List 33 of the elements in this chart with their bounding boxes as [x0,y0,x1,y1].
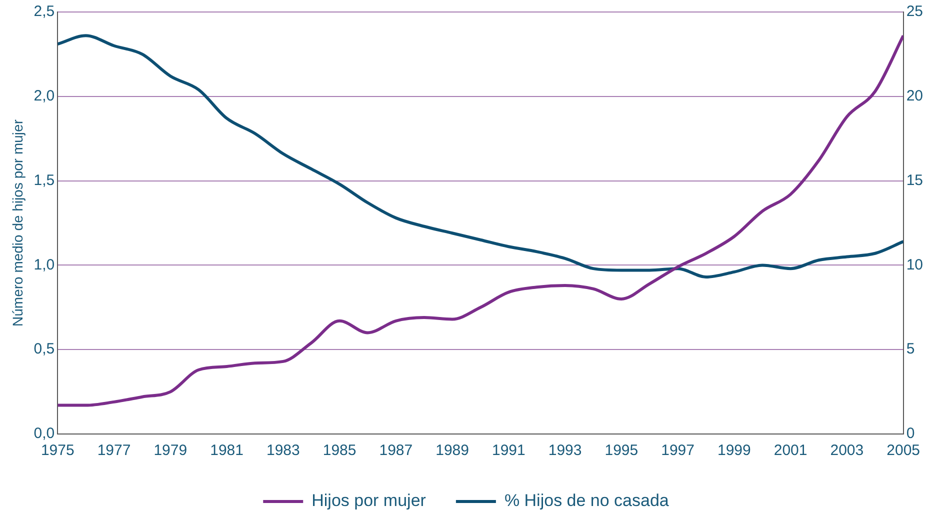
y-tick-label: 1,5 [34,172,55,189]
x-tick-label: 1993 [548,442,582,460]
x-tick-label: 1979 [154,442,188,460]
legend-label: % Hijos de no casada [504,491,670,510]
x-tick-label: 1987 [379,442,413,460]
y2-tick-label: 10 [906,256,924,274]
x-tick-label: 2003 [830,442,864,460]
x-tick-label: 1999 [717,442,751,460]
y-tick-label: 0,0 [34,425,55,442]
y2-tick-label: 25 [906,3,924,20]
x-tick-label: 1983 [266,442,300,460]
y2-tick-label: 20 [906,88,924,105]
x-tick-label: 1991 [492,442,526,460]
legend-label: Hijos por mujer [312,491,426,510]
line-series [58,34,904,407]
x-tick-label: 1985 [322,442,356,460]
line-series [58,34,904,279]
x-tick-label: 2005 [886,442,920,460]
x-tick-label: 1997 [661,442,694,460]
y2-tick-label: 5 [906,340,915,358]
x-tick-label: 1981 [210,442,244,460]
y-axis-title: Número medio de hijos por mujer [9,119,26,326]
x-tick-label: 1989 [436,442,469,460]
x-tick-label: 1975 [40,442,74,460]
y2-tick-label: 0 [906,425,915,442]
y2-tick-label: 15 [906,172,924,189]
y-tick-label: 2,5 [34,3,55,20]
x-tick-label: 1977 [97,442,131,460]
x-tick-label: 1995 [604,442,638,460]
y-tick-label: 2,0 [34,88,55,105]
y-tick-label: 0,5 [34,340,55,358]
x-tick-label: 2001 [774,442,808,460]
y-tick-label: 1,0 [34,256,55,274]
